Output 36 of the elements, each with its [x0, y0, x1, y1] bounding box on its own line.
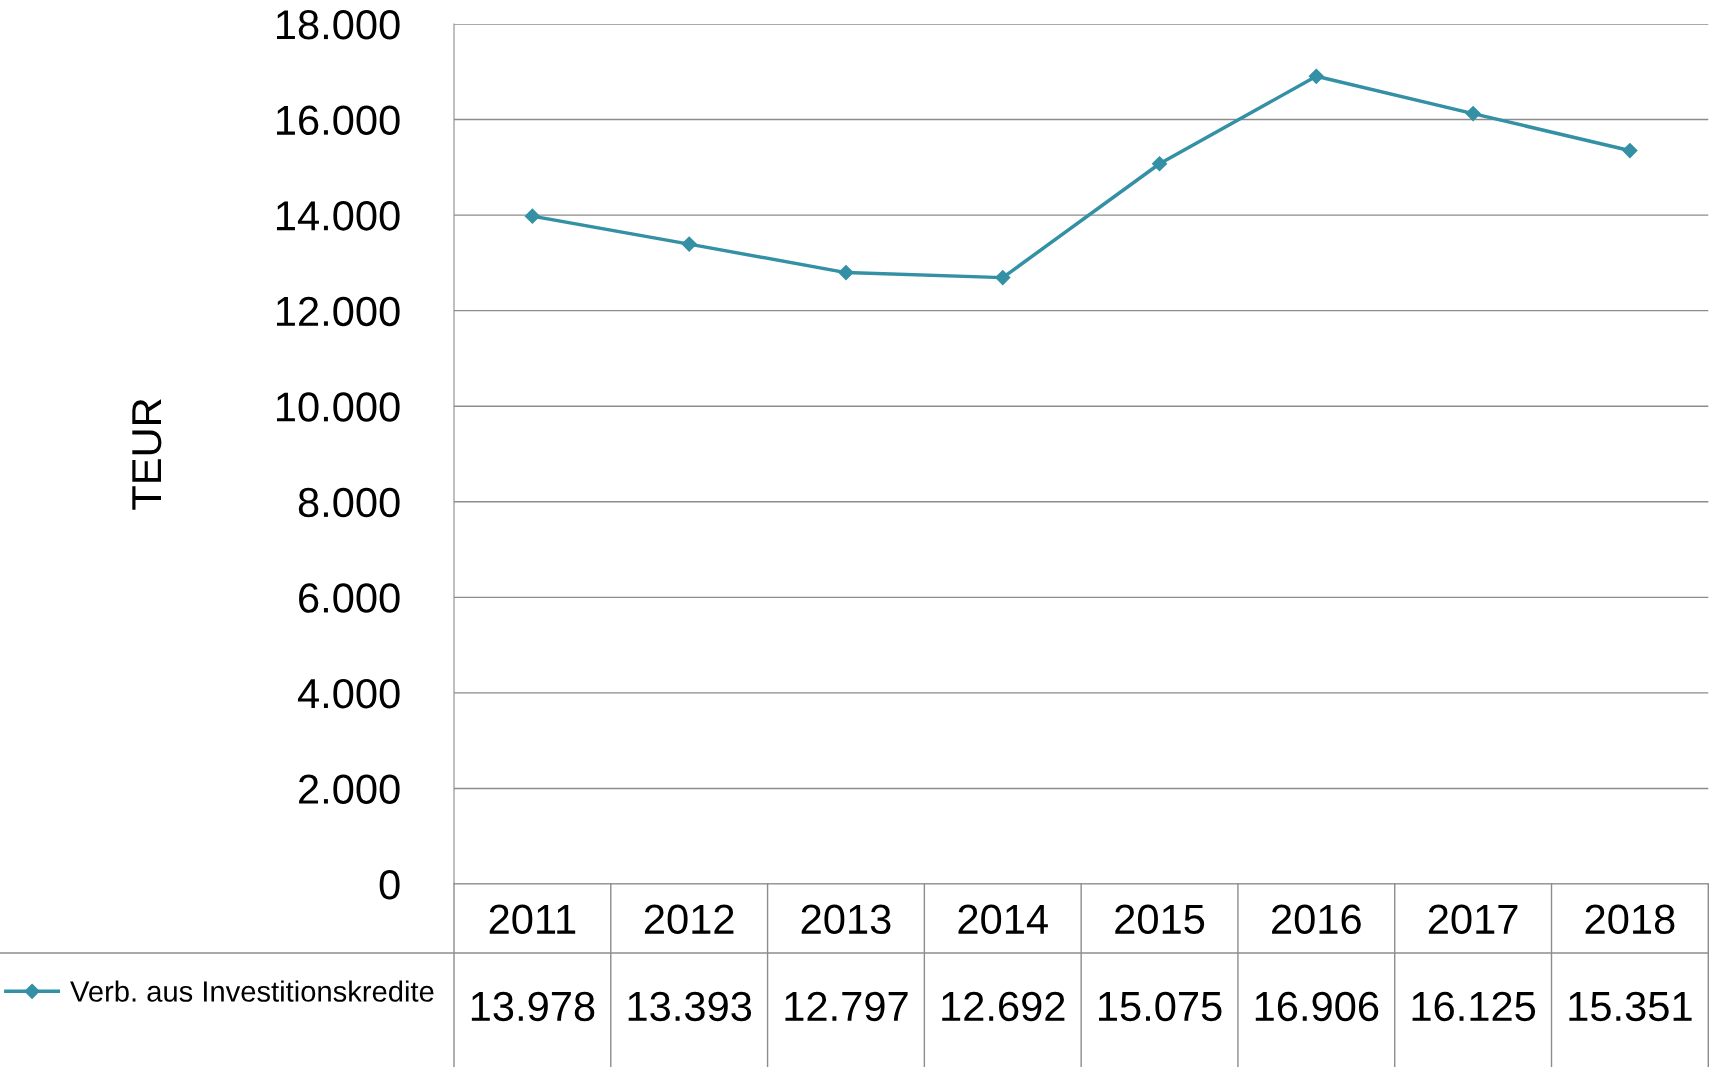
- y-tick-label: 16.000: [276, 105, 400, 136]
- y-tick-label: 6.000: [299, 583, 400, 613]
- x-tick-label: 2014: [958, 904, 1048, 935]
- y-axis-title: TEUR: [132, 399, 162, 510]
- x-tick-label: 2016: [1272, 904, 1361, 935]
- data-label: 16.906: [1255, 991, 1379, 1022]
- y-tick-label: 8.000: [298, 487, 400, 518]
- data-label: 12.692: [942, 991, 1065, 1022]
- x-tick-label: 2018: [1585, 904, 1675, 935]
- point: [1465, 106, 1481, 122]
- y-tick-label: 10.000: [276, 392, 400, 422]
- y-tick-label: 12.000: [276, 296, 400, 327]
- point: [1308, 68, 1324, 84]
- x-tick-label: 2013: [801, 904, 891, 935]
- point: [995, 270, 1011, 286]
- data-label: 12.797: [785, 991, 908, 1022]
- y-tick-label: 18.000: [276, 10, 400, 40]
- y-tick-label: 2.000: [299, 774, 400, 804]
- data-label: 13.393: [628, 991, 752, 1022]
- x-tick-label: 2011: [489, 904, 576, 935]
- point: [681, 236, 697, 252]
- y-tick-label: 0: [379, 870, 400, 900]
- y-tick-label: 4.000: [297, 678, 400, 709]
- data-label: 15.075: [1099, 991, 1222, 1022]
- x-tick-label: 2017: [1428, 904, 1518, 935]
- data-label: 16.125: [1412, 991, 1536, 1022]
- data-label: 15.351: [1569, 991, 1692, 1022]
- x-tick-label: 2012: [644, 904, 734, 935]
- x-tick-label: 2015: [1115, 904, 1205, 935]
- point: [838, 265, 854, 281]
- legend-label: Verb. aus Investitionskredite: [70, 980, 434, 1002]
- point: [524, 208, 540, 224]
- data-label: 13.978: [471, 991, 595, 1022]
- y-tick-label: 14.000: [276, 201, 400, 231]
- point: [1622, 143, 1638, 159]
- point: [1151, 156, 1168, 172]
